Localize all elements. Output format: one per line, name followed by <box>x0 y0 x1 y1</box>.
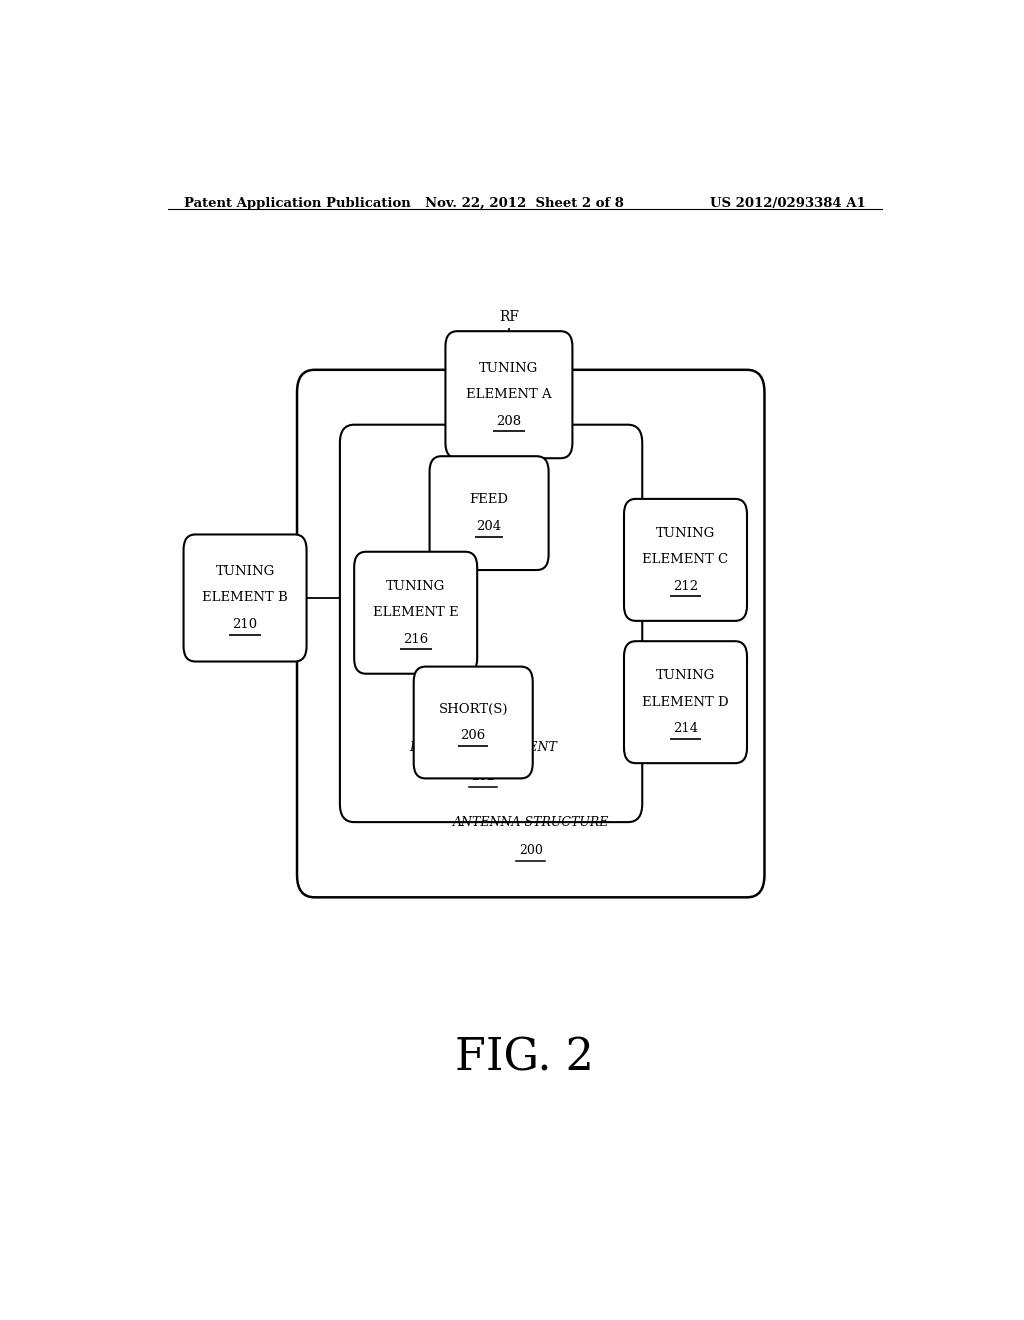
Text: Patent Application Publication: Patent Application Publication <box>183 197 411 210</box>
Text: 202: 202 <box>471 770 495 783</box>
Text: 206: 206 <box>461 729 485 742</box>
FancyBboxPatch shape <box>624 642 748 763</box>
Text: Nov. 22, 2012  Sheet 2 of 8: Nov. 22, 2012 Sheet 2 of 8 <box>425 197 625 210</box>
Text: 216: 216 <box>403 632 428 645</box>
Text: 214: 214 <box>673 722 698 735</box>
Text: TUNING: TUNING <box>215 565 274 578</box>
Text: ELEMENT C: ELEMENT C <box>642 553 728 566</box>
FancyBboxPatch shape <box>297 370 765 898</box>
FancyBboxPatch shape <box>340 425 642 822</box>
Text: FIG. 2: FIG. 2 <box>456 1036 594 1080</box>
Text: RF: RF <box>499 310 519 325</box>
Text: ELEMENT B: ELEMENT B <box>202 591 288 605</box>
Text: US 2012/0293384 A1: US 2012/0293384 A1 <box>711 197 866 210</box>
Text: SHORT(S): SHORT(S) <box>438 702 508 715</box>
FancyBboxPatch shape <box>354 552 477 673</box>
Text: FEED: FEED <box>470 494 509 507</box>
Text: 200: 200 <box>519 843 543 857</box>
FancyBboxPatch shape <box>183 535 306 661</box>
Text: ELEMENT D: ELEMENT D <box>642 696 729 709</box>
Text: TUNING: TUNING <box>656 669 715 682</box>
Text: RADIATING ELEMENT: RADIATING ELEMENT <box>410 742 557 755</box>
Text: 208: 208 <box>497 414 521 428</box>
Text: 210: 210 <box>232 618 258 631</box>
Text: ELEMENT A: ELEMENT A <box>466 388 552 401</box>
Text: 204: 204 <box>476 520 502 533</box>
FancyBboxPatch shape <box>430 457 549 570</box>
Text: TUNING: TUNING <box>656 527 715 540</box>
Text: TUNING: TUNING <box>479 362 539 375</box>
FancyBboxPatch shape <box>445 331 572 458</box>
Text: 212: 212 <box>673 579 698 593</box>
Text: ELEMENT E: ELEMENT E <box>373 606 459 619</box>
FancyBboxPatch shape <box>624 499 748 620</box>
Text: TUNING: TUNING <box>386 579 445 593</box>
Text: ANTENNA STRUCTURE: ANTENNA STRUCTURE <box>453 816 609 829</box>
FancyBboxPatch shape <box>414 667 532 779</box>
